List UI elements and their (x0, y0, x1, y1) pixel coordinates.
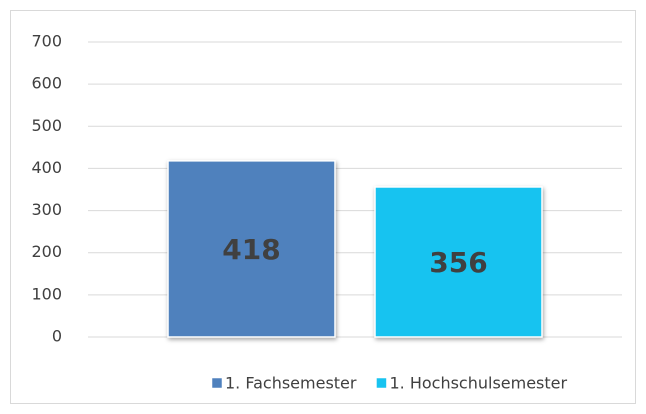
y-tick-label: 0 (52, 327, 62, 346)
bar (167, 160, 336, 338)
y-tick-label: 200 (31, 242, 62, 261)
data-label: 356 (429, 246, 487, 279)
y-tick-label: 700 (31, 32, 62, 51)
legend-marker (211, 377, 223, 389)
legend-label: 1. Hochschulsemester (389, 374, 567, 393)
y-tick-label: 300 (31, 200, 62, 219)
y-tick-label: 400 (31, 158, 62, 177)
bar (374, 186, 543, 338)
legend-label: 1. Fachsemester (225, 374, 357, 393)
legend-marker (376, 377, 387, 389)
y-tick-label: 100 (31, 284, 62, 303)
y-tick-label: 600 (31, 74, 62, 93)
y-tick-label: 500 (31, 116, 62, 135)
data-label: 418 (222, 233, 280, 266)
